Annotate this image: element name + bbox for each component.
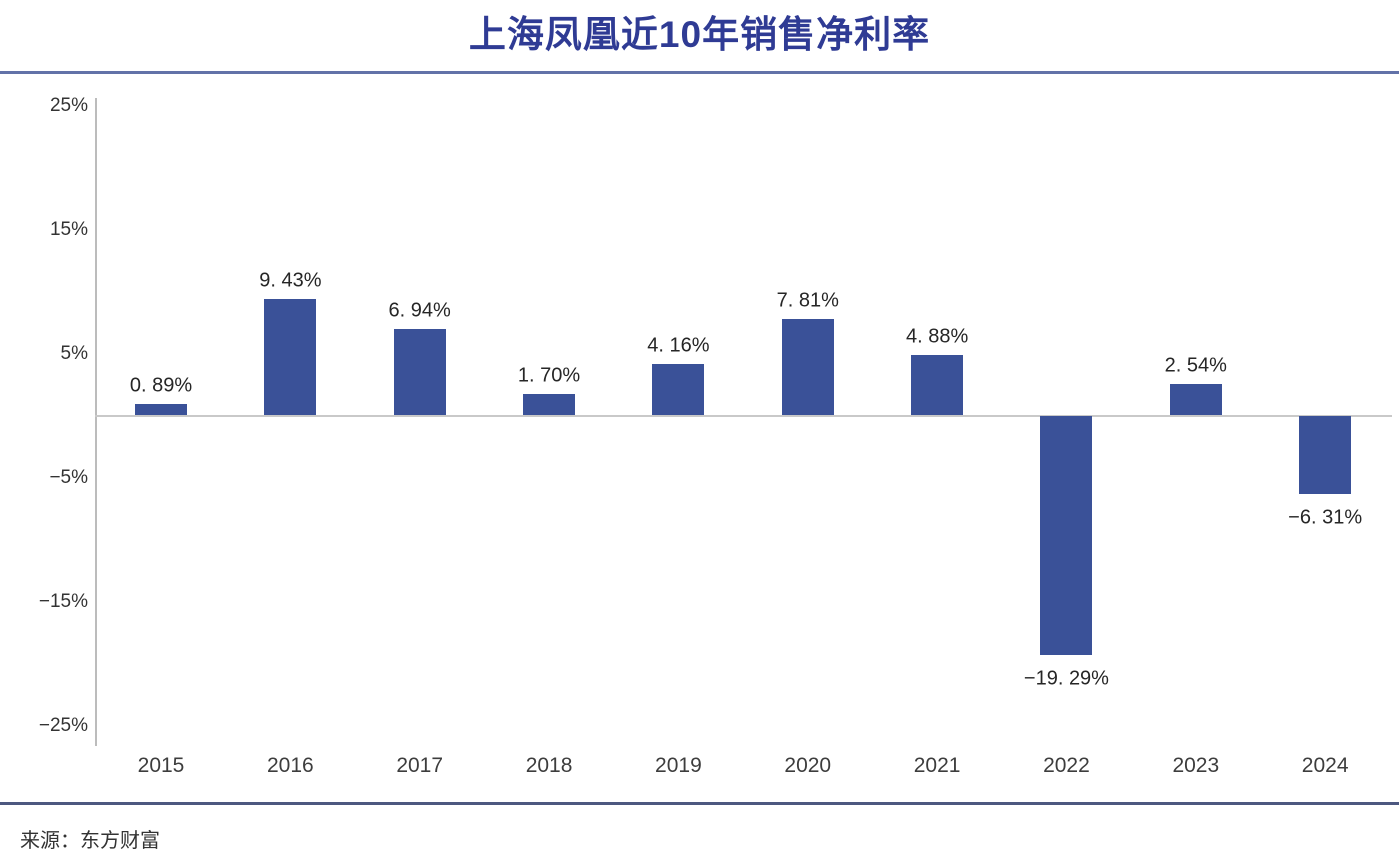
- x-axis-label-2020: 2020: [784, 754, 832, 777]
- bar-2017: [393, 329, 446, 416]
- bar-value-label-2016: 9. 43%: [259, 269, 322, 292]
- y-axis-tick-label-5: 5%: [60, 342, 88, 364]
- x-axis-label-2024: 2024: [1301, 754, 1349, 777]
- x-axis-label-2022: 2022: [1043, 754, 1090, 777]
- bar-2018: [523, 394, 576, 416]
- bar-value-label-2018: 1. 70%: [517, 364, 581, 387]
- bottom-divider-line: [0, 802, 1399, 805]
- x-axis-label-2017: 2017: [396, 754, 444, 777]
- x-axis-label-2018: 2018: [525, 754, 573, 777]
- bar-value-label-2022: −19. 29%: [1023, 667, 1109, 690]
- y-axis-tick-label-25: 25%: [49, 94, 88, 116]
- bar-2019: [652, 363, 705, 416]
- bar-2015: [135, 404, 187, 416]
- bar-2020: [781, 318, 834, 416]
- bar-value-label-2017: 6. 94%: [388, 299, 451, 322]
- x-axis-label-2021: 2021: [913, 754, 961, 777]
- y-axis-line: [95, 98, 97, 746]
- top-divider-line: [0, 71, 1399, 74]
- y-axis-tick-label--5: −5%: [49, 466, 88, 488]
- bar-value-label-2019: 4. 16%: [647, 334, 710, 357]
- y-axis-tick-label-15: 15%: [49, 218, 88, 240]
- chart-title: 上海凤凰近10年销售净利率: [468, 14, 931, 55]
- bar-value-label-2020: 7. 81%: [776, 289, 839, 312]
- bar-2016: [264, 298, 317, 416]
- zero-baseline: [95, 414, 1392, 417]
- bar-value-label-2023: 2. 54%: [1164, 354, 1227, 377]
- bar-2021: [911, 354, 964, 416]
- source-note: 来源：东方财富: [20, 830, 160, 852]
- y-axis-tick-label--15: −15%: [38, 590, 88, 612]
- x-axis-label-2015: 2015: [137, 754, 185, 777]
- bar-2024: [1299, 415, 1352, 494]
- bar-2023: [1169, 384, 1222, 416]
- x-axis-label-2016: 2016: [266, 754, 314, 777]
- y-axis-tick-label--25: −25%: [38, 714, 88, 736]
- bar-value-label-2024: −6. 31%: [1288, 506, 1363, 529]
- x-axis-label-2023: 2023: [1172, 754, 1220, 777]
- bar-value-label-2021: 4. 88%: [905, 325, 969, 348]
- bar-2022: [1040, 415, 1093, 655]
- x-axis-label-2019: 2019: [655, 754, 702, 777]
- bar-value-label-2015: 0. 89%: [129, 374, 193, 397]
